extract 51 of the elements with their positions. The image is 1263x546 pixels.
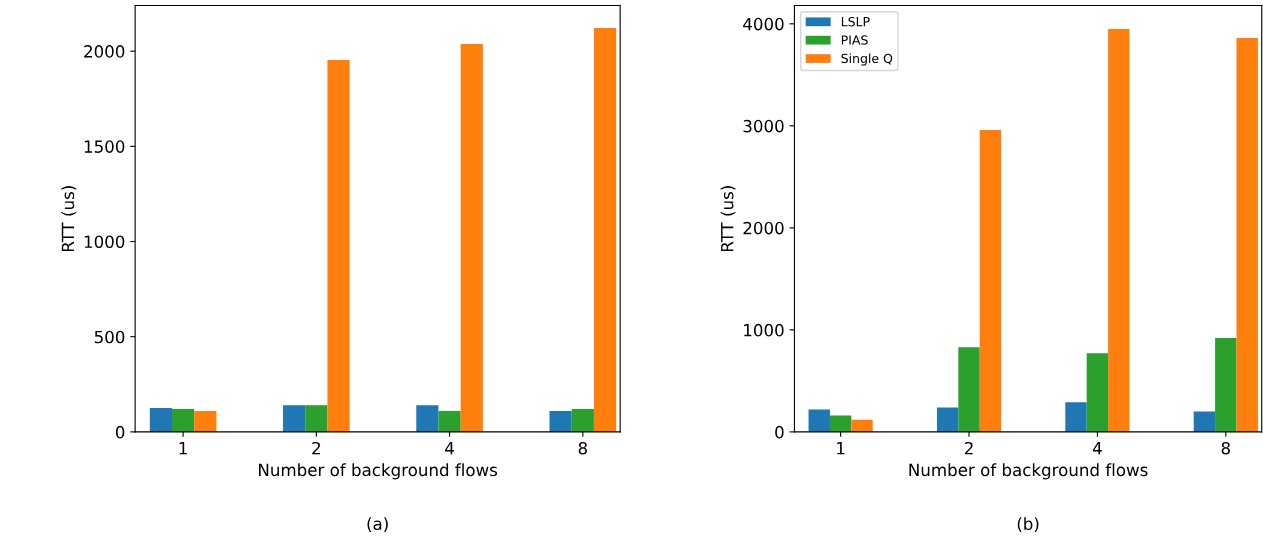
bar [958,347,980,432]
bar [1236,38,1258,432]
bar [327,60,350,432]
legend-label: LSLP [841,16,870,27]
bar [571,409,594,432]
x-tick-label: 1 [837,442,845,455]
bar [549,410,572,432]
x-tick-label: 8 [1221,441,1230,455]
y-tick-label: 3000 [743,119,784,133]
x-axis-title: Number of background flows [259,463,498,480]
bar [1065,402,1087,432]
bar [149,407,172,432]
x-tick-label: 2 [964,441,973,455]
y-tick-label: 4000 [743,17,784,31]
x-tick-label: 4 [1092,442,1102,455]
bar [829,415,852,432]
bar [1108,28,1130,432]
y-tick-label: 1000 [744,323,784,337]
x-tick-label: 4 [445,442,454,455]
bar [460,44,483,432]
x-axis-title: Number of background flows [909,463,1148,480]
bar [438,410,461,432]
bar [305,405,328,432]
bar [593,28,617,432]
y-tick-label: 500 [94,330,125,344]
y-tick-label: 2000 [743,221,784,235]
y-tick-label: 1500 [84,140,125,153]
bar [172,409,195,432]
bar [851,419,873,432]
y-tick-label: 2000 [84,45,125,58]
y-tick-label: 1000 [84,235,125,249]
legend-label: Single Q [841,53,893,66]
x-tick-label: 2 [312,441,320,455]
text: (a) [367,517,388,533]
text: (b) [1017,517,1039,533]
bar [979,129,1002,432]
y-tick-label: 0 [775,425,784,439]
y-axis-title: RTT (us) [61,186,77,252]
bar [1215,338,1237,432]
x-tick-label: 8 [578,441,587,455]
y-tick-label: 0 [115,425,125,439]
bar [936,407,959,432]
bar [416,405,439,432]
legend-label: PIAS [841,35,868,45]
bar [808,409,830,432]
y-axis-title: RTT (us) [720,186,736,252]
bar [283,405,306,432]
bar [194,410,217,432]
bar [1086,353,1109,432]
x-tick-label: 1 [179,442,187,455]
bar [1193,411,1216,432]
